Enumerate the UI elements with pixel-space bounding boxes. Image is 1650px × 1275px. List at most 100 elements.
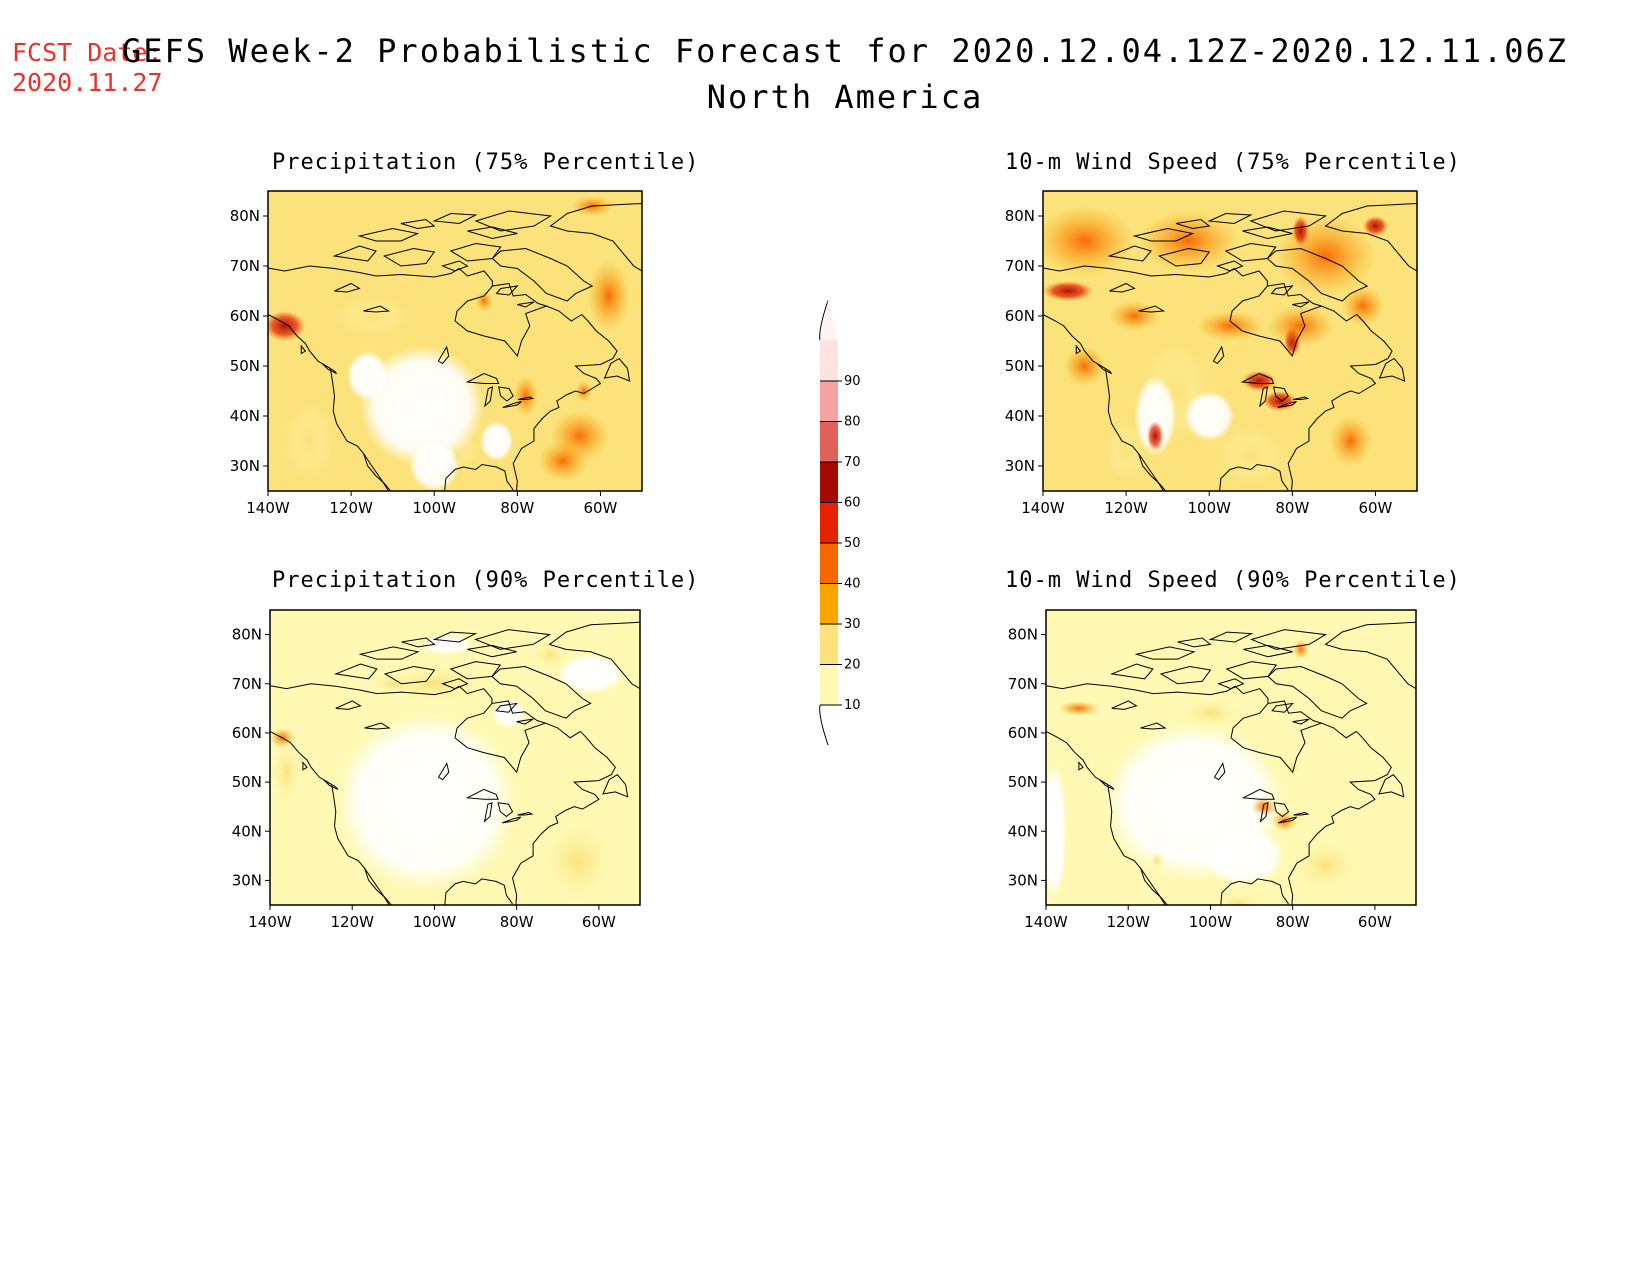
lat-tick-label: 60N [232,724,262,742]
colorbar-label: 40 [844,577,861,592]
coastline [441,260,469,272]
colorbar-label: 50 [844,536,861,551]
field-contour [1146,421,1164,451]
lat-tick-label: 60N [230,307,260,325]
probability-field [268,191,642,491]
field-contour [1214,890,1264,905]
coastline [1250,629,1328,650]
lat-tick-label: 80N [232,626,262,644]
coastline [548,621,640,690]
lon-tick-label: 60W [583,499,617,517]
coastline [1266,247,1369,302]
colorbar-label: 30 [844,617,861,632]
lat-tick-label: 80N [1008,626,1038,644]
lat-tick-label: 40N [1008,822,1038,840]
colorbar-swatch [820,340,838,381]
coastline [454,722,581,774]
colorbar-label: 10 [844,698,861,713]
panel-title-precip-75: Precipitation (75% Percentile) [272,150,700,175]
coastline [1230,700,1322,738]
coastlines [1046,621,1416,905]
field-contour [1292,639,1310,660]
panel-title-wind-75: 10-m Wind Speed (75% Percentile) [1005,150,1461,175]
colorbar-label: 20 [844,658,861,673]
coastline [1132,227,1195,242]
coastline [465,788,499,800]
coastlines [1043,202,1417,491]
lat-tick-label: 60N [1005,307,1035,325]
coastline [1242,226,1293,240]
coastline [502,816,522,824]
coastline [1292,301,1310,308]
field-contour [537,816,620,905]
field-contour [538,441,588,481]
coastline [454,305,583,358]
coastline [1287,314,1393,491]
coastline [1278,816,1298,824]
colorbar-label: 90 [844,374,861,389]
coastline [449,661,502,680]
lat-tick-label: 30N [232,871,262,889]
coastline [1177,637,1212,648]
lat-tick-label: 70N [1005,257,1035,275]
coastline [1043,265,1268,286]
field-contour [346,351,389,401]
coastline [364,867,392,905]
field-contour [409,441,460,491]
field-contour [1275,216,1376,296]
panel-title-precip-90: Precipitation (90% Percentile) [272,568,700,593]
coastline [1208,631,1254,643]
coastline [400,218,436,230]
coastline [1109,282,1136,293]
colorbar-top-cap [820,300,838,341]
coastline [1212,345,1225,365]
lon-tick-label: 140W [248,913,292,931]
lon-tick-label: 80W [500,913,534,931]
lon-tick-label: 60W [1358,913,1392,931]
coastline [432,631,478,643]
field-contour [479,421,514,461]
coastline [474,210,553,232]
coastline [1229,282,1322,322]
coastline [437,762,450,781]
field-contour [1267,306,1334,346]
coastline [1249,210,1328,232]
coastline [602,774,629,798]
region-subtitle: North America [706,78,984,116]
colorbar-label: 70 [844,455,861,470]
field-contour [1043,206,1135,276]
coastline [1219,463,1289,491]
coastline [517,301,535,308]
coastline [1109,663,1154,680]
coastline [502,401,522,408]
lat-tick-label: 30N [1005,457,1035,475]
coastline [484,386,494,408]
coastline [454,700,546,738]
lon-tick-label: 100W [1189,913,1233,931]
coastline [333,663,378,680]
coastline [1288,731,1392,905]
coastline [1259,386,1269,408]
fcst-date: 2020.11.27 [12,68,163,97]
coastline [1046,683,1269,704]
colorbar-arrow-bottom [819,704,829,746]
coastline [1293,812,1310,816]
coastline [497,802,514,818]
field-contour [1217,426,1285,486]
coastline [1107,245,1152,262]
map-frame [267,190,643,492]
field-contour [1329,416,1372,466]
coastline [483,801,493,823]
lon-tick-label: 120W [329,499,373,517]
coastline [1240,372,1275,384]
map-frame [269,609,641,906]
lat-tick-label: 40N [1005,407,1035,425]
coastlines [270,621,640,905]
field-contour [1202,826,1285,886]
coastline [1324,202,1417,272]
coastline [321,363,337,374]
coastline [441,678,469,690]
coastline [444,878,513,905]
coastline [444,463,514,491]
coastline [1378,774,1405,798]
